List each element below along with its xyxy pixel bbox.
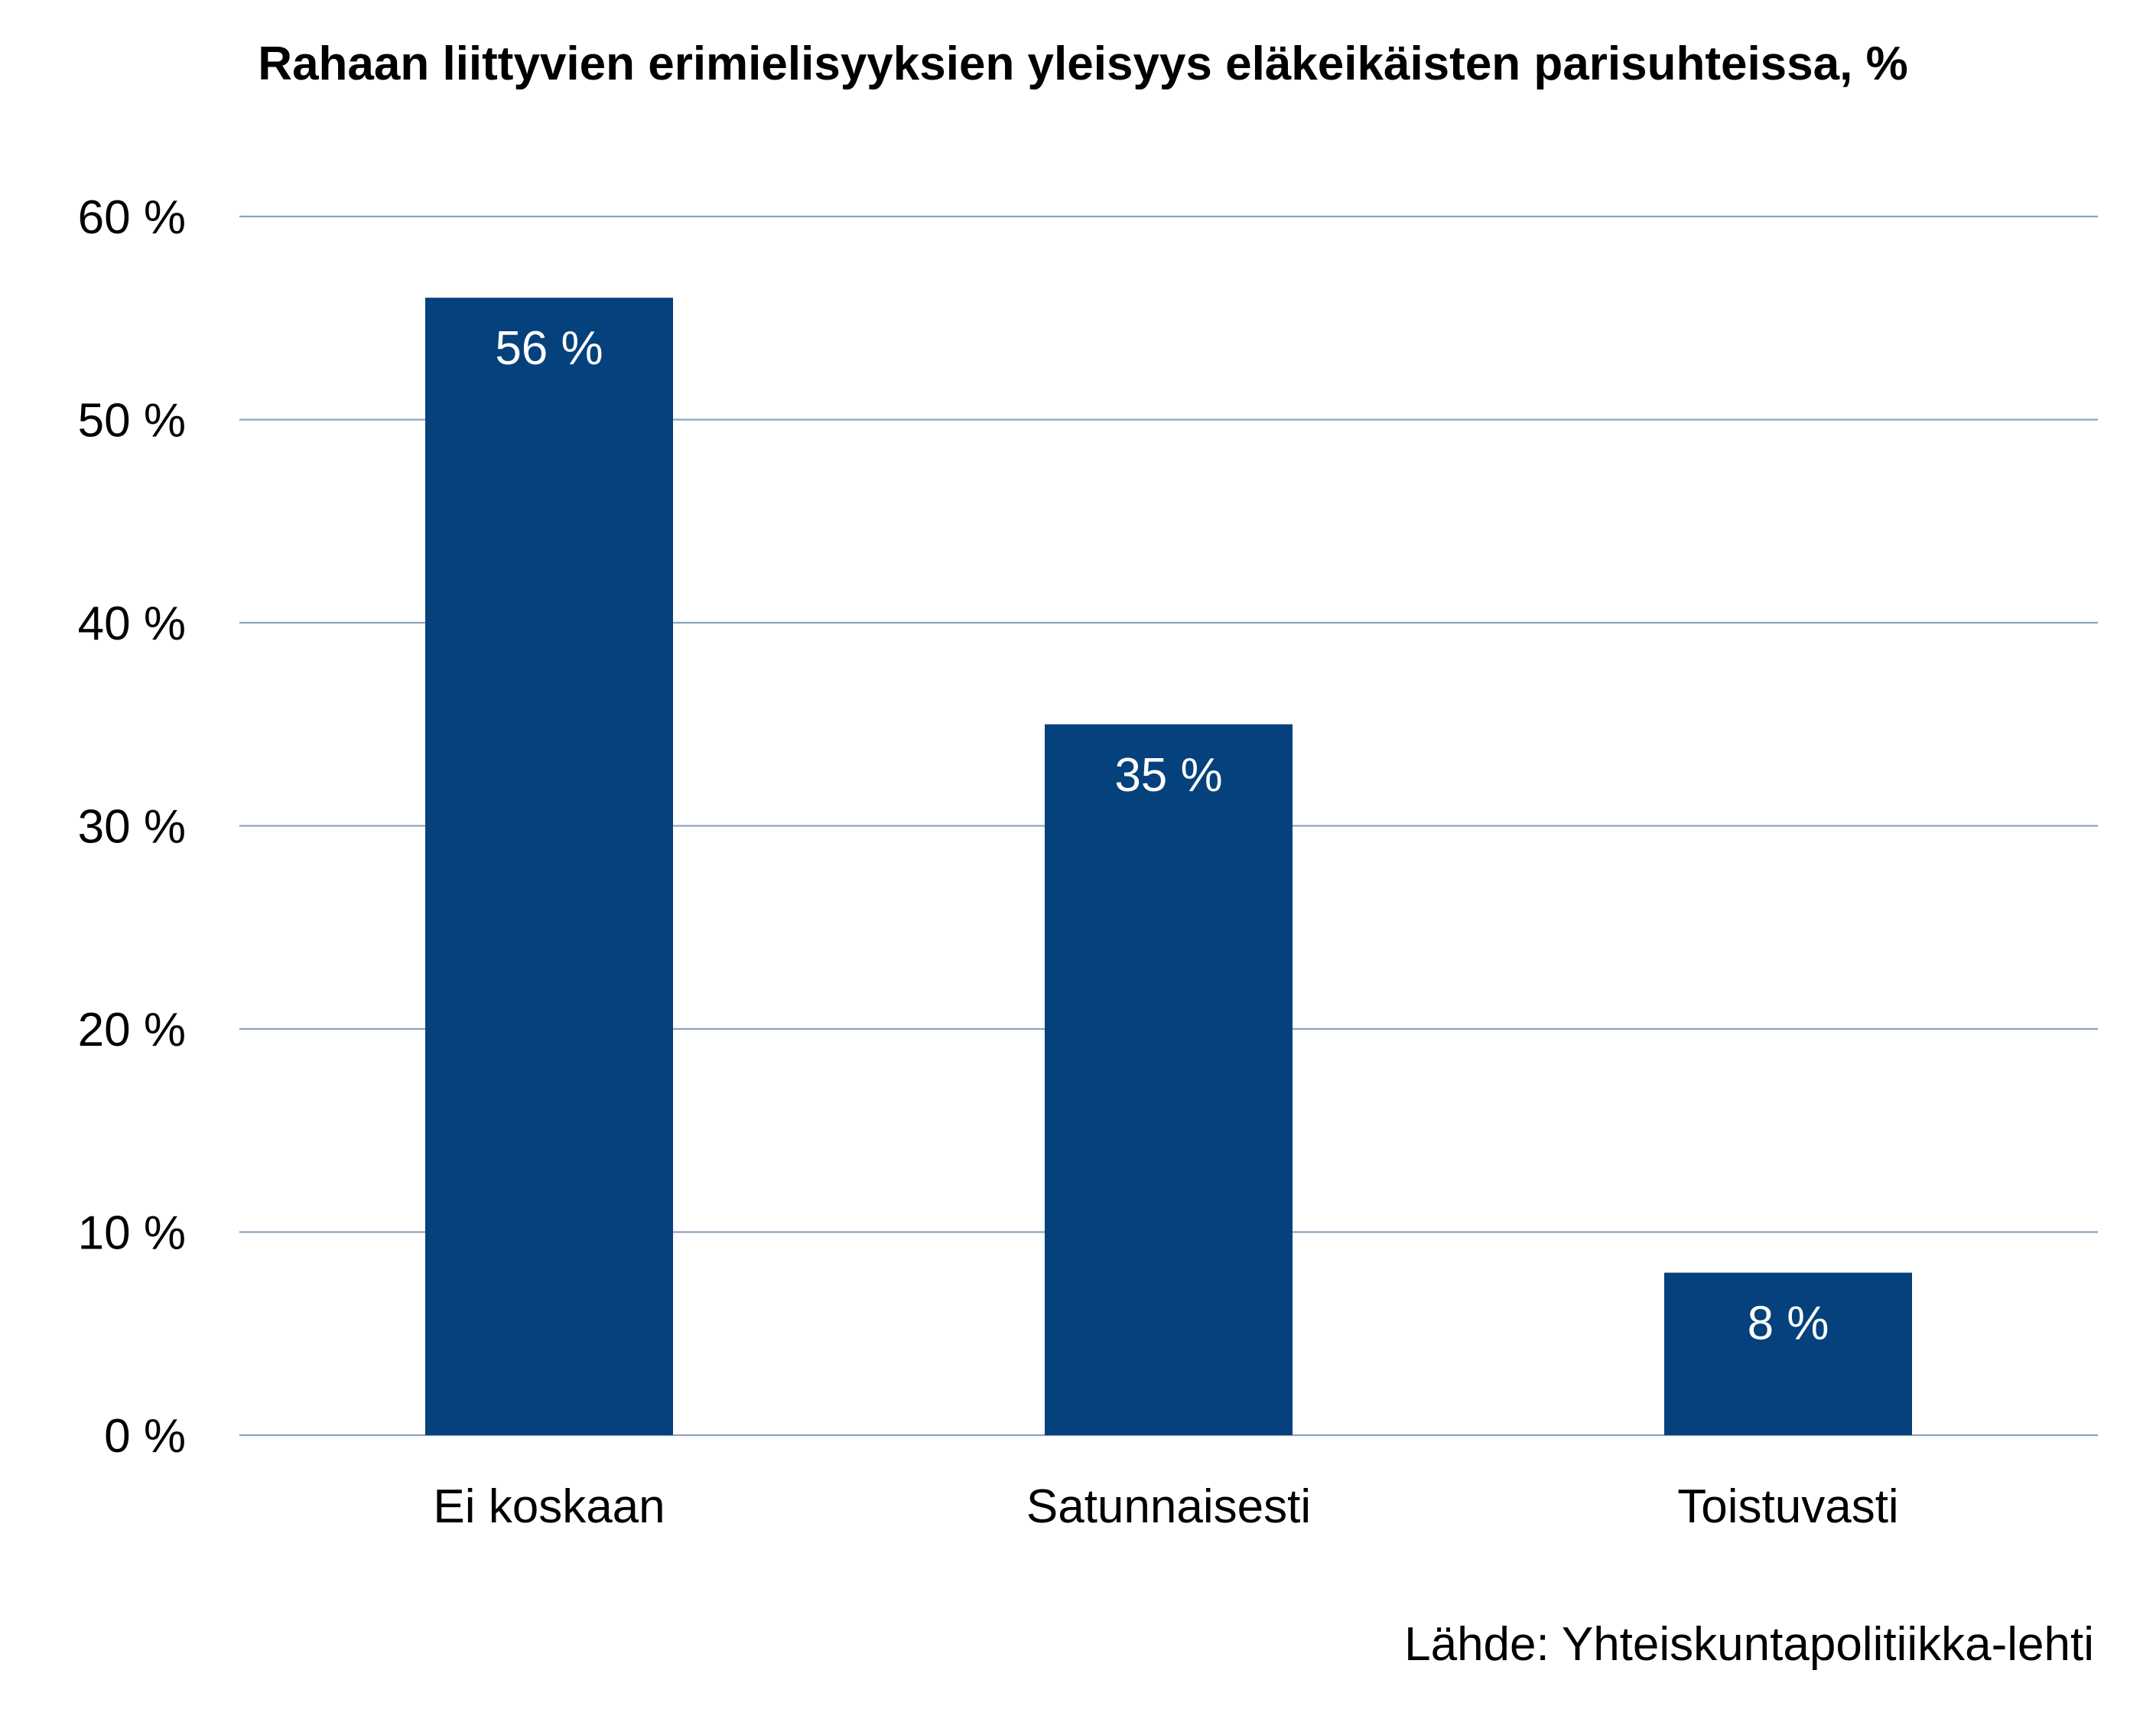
chart-title: Rahaan liittyvien erimielisyyksien yleis… [258,37,1907,90]
y-tick-label: 10 % [78,1207,186,1260]
bars: 56 % 35 % 8 % [425,298,1912,1436]
bar-data-label: 35 % [1114,749,1222,802]
bar [425,298,673,1436]
x-axis-category-labels: Ei koskaan Satunnaisesti Toistuvasti [433,1480,1898,1533]
x-category-label: Toistuvasti [1677,1480,1898,1533]
y-tick-label: 60 % [78,191,186,244]
y-tick-label: 30 % [78,801,186,854]
y-tick-label: 40 % [78,597,186,650]
y-tick-label: 20 % [78,1004,186,1056]
x-category-label: Satunnaisesti [1026,1480,1311,1533]
y-tick-label: 0 % [104,1410,186,1463]
bar-data-label: 8 % [1748,1297,1829,1350]
bar [1045,724,1293,1435]
bar-data-label: 56 % [495,322,603,375]
y-tick-label: 50 % [78,395,186,448]
x-category-label: Ei koskaan [433,1480,665,1533]
bar [1664,1272,1912,1435]
source-note: Lähde: Yhteiskuntapolitiikka-lehti [1404,1618,2094,1671]
y-axis-tick-labels: 0 % 10 % 20 % 30 % 40 % 50 % 60 % [78,191,186,1463]
